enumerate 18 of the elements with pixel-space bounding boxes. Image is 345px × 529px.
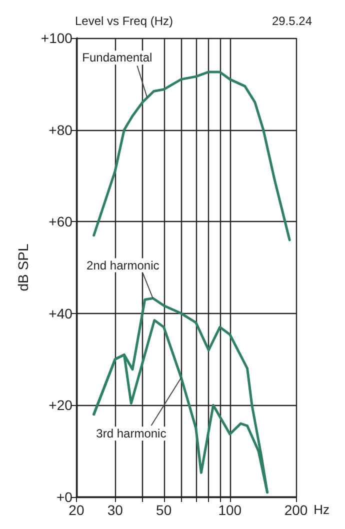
y-tick-label: +100 [40,30,73,46]
x-tick-label: 100 [218,502,242,518]
y-tick-label: +0 [56,489,73,505]
chart-title: Level vs Freq (Hz) [75,14,174,28]
x-axis-title: Hz [314,502,330,517]
y-tick-label: +40 [48,305,73,322]
annotation: 2nd harmonic [86,258,160,272]
y-tick-label: +60 [48,214,73,230]
x-tick-label: 30 [107,502,124,518]
y-tick-label: +80 [48,122,73,138]
x-tick-label: 50 [156,502,172,518]
text: 29.5.24 [272,14,312,28]
y-tick-label: +20 [48,397,73,414]
x-tick-label: 20 [68,502,84,518]
x-tick-label: 200 [284,502,308,518]
y-axis-title: dB SPL [15,244,31,292]
annotation: 3rd harmonic [96,426,166,441]
annotation: Fundamental [82,50,152,65]
